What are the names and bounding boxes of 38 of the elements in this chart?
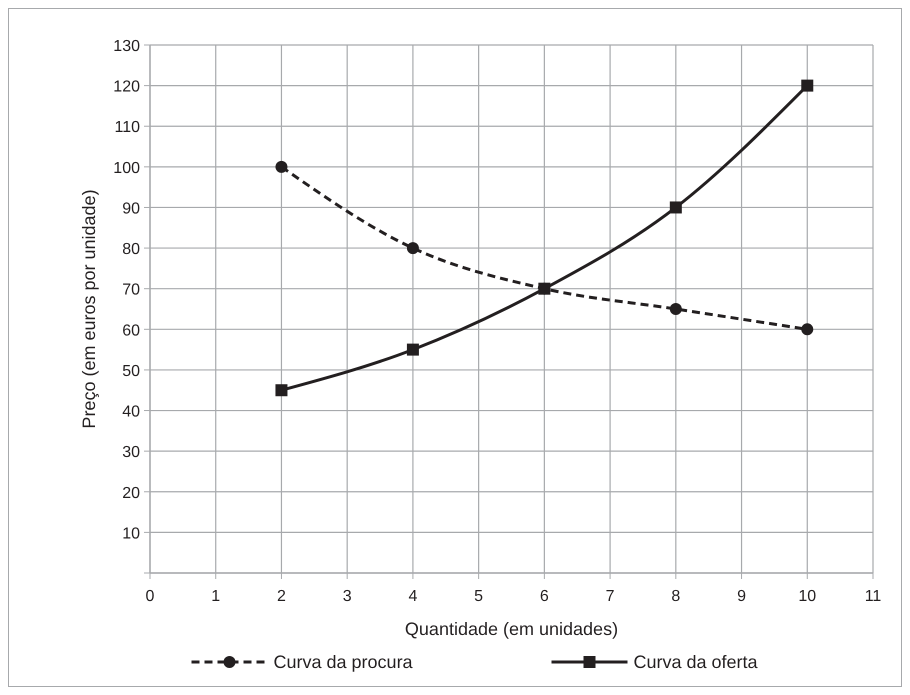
y-tick-label: 40: [122, 404, 140, 421]
x-tick-label: 8: [671, 588, 680, 605]
y-tick-label: 130: [113, 38, 140, 55]
y-tick-label: 50: [122, 362, 140, 380]
point: [670, 303, 682, 315]
y-tick-label: 30: [122, 444, 140, 462]
point: [406, 242, 419, 254]
y-tick-label: 90: [122, 200, 140, 218]
y-tick-label: 80: [122, 241, 140, 258]
y-tick-label: 60: [122, 322, 140, 340]
x-axis-title: Quantidade (em unidades): [404, 619, 618, 639]
x-tick-label: 0: [146, 588, 155, 605]
x-tick-label: 9: [737, 588, 746, 605]
y-tick-label: 100: [113, 160, 140, 177]
y-tick-label: 120: [113, 78, 140, 96]
point: [801, 80, 814, 92]
point: [406, 344, 419, 356]
y-tick-label: 10: [122, 525, 140, 542]
point: [538, 282, 550, 295]
y-tick-label: 110: [114, 119, 140, 136]
legend-label: Curva da oferta: [634, 652, 759, 672]
x-tick-label: 11: [864, 588, 882, 605]
y-tick-label: 20: [122, 484, 140, 502]
y-tick-label: 70: [122, 282, 140, 299]
legend-label: Curva da procura: [274, 652, 414, 672]
point: [275, 160, 288, 173]
x-tick-label: 10: [798, 588, 816, 605]
x-tick-label: 1: [211, 588, 220, 605]
y-axis-title: Preço (em euros por unidade): [79, 189, 99, 429]
x-tick-label: 7: [606, 588, 615, 605]
point: [670, 201, 682, 214]
x-tick-label: 3: [342, 588, 352, 605]
x-tick-label: 4: [408, 588, 418, 605]
point: [801, 323, 814, 336]
x-tick-label: 2: [277, 588, 286, 605]
point: [275, 384, 288, 396]
x-tick-label: 6: [540, 588, 549, 605]
x-tick-label: 5: [474, 588, 484, 605]
